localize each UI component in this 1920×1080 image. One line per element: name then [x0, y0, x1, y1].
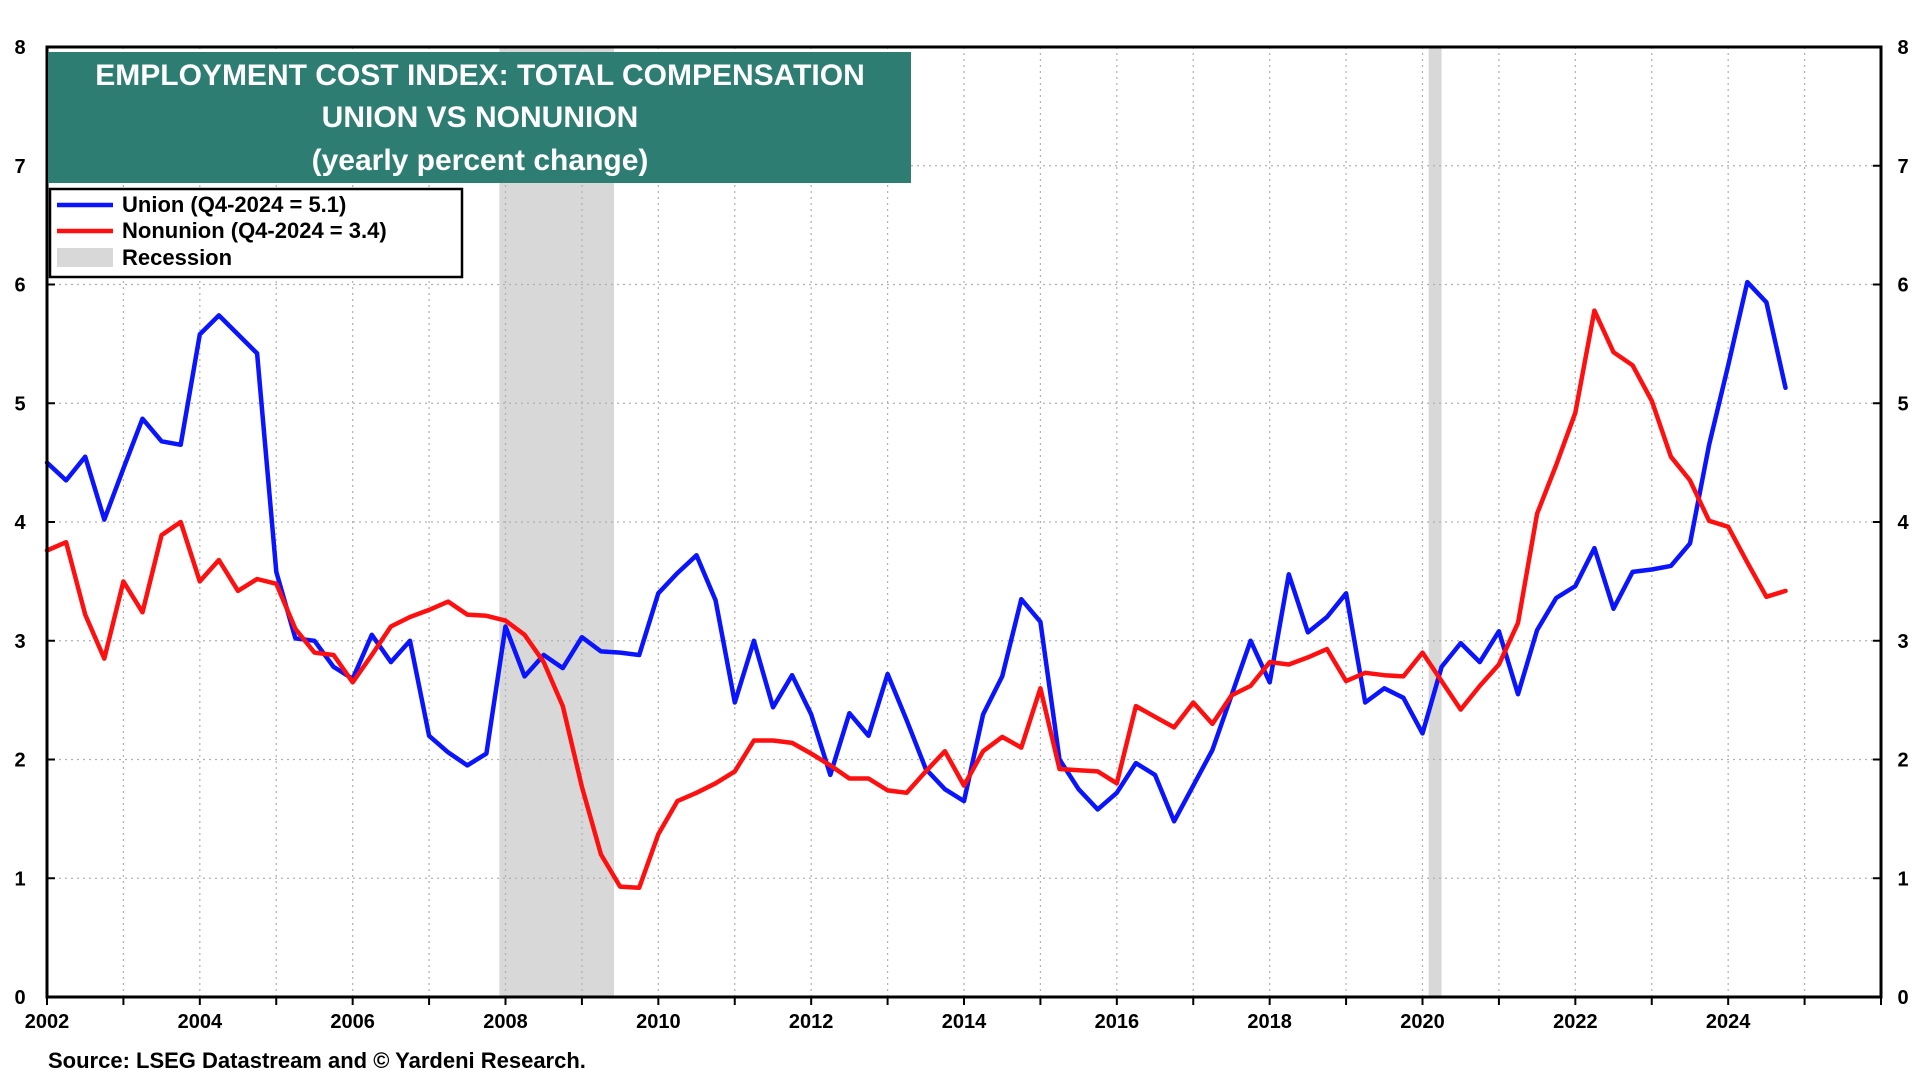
legend-label-union: Union (Q4-2024 = 5.1) [122, 192, 346, 217]
legend: Union (Q4-2024 = 5.1) Nonunion (Q4-2024 … [48, 187, 464, 279]
x-tick-label: 2020 [1400, 1011, 1445, 1033]
recession-band-1 [1428, 47, 1442, 997]
chart-title-line-2: UNION VS NONUNION [322, 101, 639, 134]
y-tick-label-right: 4 [1897, 512, 1909, 534]
y-tick-label-left: 3 [14, 631, 25, 653]
x-axis: 2002 2004 2006 2008 2010 2012 2014 2016 2018 2020… [25, 1011, 1752, 1033]
tick-marks [46, 46, 1882, 1005]
x-tick-label: 2006 [330, 1011, 375, 1033]
x-tick-label: 2018 [1247, 1011, 1292, 1033]
legend-label-nonunion: Nonunion (Q4-2024 = 3.4) [122, 218, 387, 243]
y-tick-label-right: 2 [1897, 750, 1908, 772]
x-tick-label: 2016 [1095, 1011, 1140, 1033]
y-tick-label-right: 0 [1897, 987, 1908, 1009]
x-tick-label: 2024 [1706, 1011, 1751, 1033]
y-tick-label-left: 4 [14, 512, 26, 534]
y-tick-label-left: 6 [14, 275, 25, 297]
gridlines [47, 47, 1881, 997]
chart-title-line-1: EMPLOYMENT COST INDEX: TOTAL COMPENSATIO… [95, 59, 864, 92]
legend-swatch-recession [57, 248, 113, 267]
y-axis-left: 0 1 2 3 4 5 6 7 8 [14, 37, 26, 1009]
chart-subtitle: (yearly percent change) [312, 144, 649, 177]
y-tick-label-right: 8 [1897, 37, 1908, 59]
x-tick-label: 2002 [25, 1011, 70, 1033]
legend-box [48, 187, 464, 279]
title-background [48, 52, 911, 183]
y-tick-label-left: 7 [14, 156, 25, 178]
title-box: EMPLOYMENT COST INDEX: TOTAL COMPENSATIO… [48, 52, 911, 183]
y-tick-label-right: 6 [1897, 275, 1908, 297]
series-line-nonunion [44, 308, 1788, 891]
y-tick-label-left: 1 [14, 868, 25, 890]
x-tick-label: 2022 [1553, 1011, 1598, 1033]
y-tick-label-right: 1 [1897, 868, 1908, 890]
x-tick-label: 2004 [178, 1011, 223, 1033]
series-line-union [44, 279, 1788, 824]
y-axis-right: 0 1 2 3 4 5 6 7 8 [1897, 37, 1909, 1009]
x-tick-label: 2014 [942, 1011, 987, 1033]
x-tick-label: 2012 [789, 1011, 834, 1033]
y-tick-label-right: 5 [1897, 393, 1908, 415]
legend-label-recession: Recession [122, 245, 232, 270]
y-tick-label-right: 3 [1897, 631, 1908, 653]
recession-bands [499, 47, 1442, 997]
y-tick-label-left: 5 [14, 393, 25, 415]
y-tick-label-left: 0 [14, 987, 25, 1009]
x-tick-label: 2010 [636, 1011, 681, 1033]
y-tick-label-right: 7 [1897, 156, 1908, 178]
y-tick-label-left: 8 [14, 37, 25, 59]
y-tick-label-left: 2 [14, 750, 25, 772]
series-lines [44, 279, 1788, 891]
source-note: Source: LSEG Datastream and © Yardeni Re… [48, 1048, 586, 1073]
x-tick-label: 2008 [483, 1011, 528, 1033]
